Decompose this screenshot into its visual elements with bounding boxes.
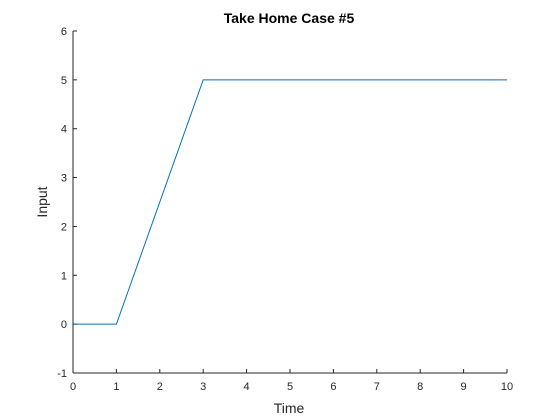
y-tick-label: -1: [57, 368, 67, 380]
x-tick-label: 2: [157, 381, 163, 393]
x-tick-label: 4: [244, 381, 250, 393]
x-axis-label: Time: [274, 400, 305, 416]
y-tick-label: 0: [61, 319, 67, 331]
x-tick-label: 1: [113, 381, 119, 393]
y-tick-label: 5: [61, 75, 67, 87]
y-tick-label: 1: [61, 270, 67, 282]
x-tick-label: 9: [461, 381, 467, 393]
x-tick-label: 7: [374, 381, 380, 393]
y-tick-label: 4: [61, 124, 67, 136]
y-tick-label: 6: [61, 26, 67, 38]
chart-title: Take Home Case #5: [224, 10, 355, 26]
y-tick-label: 3: [61, 173, 67, 185]
x-tick-label: 8: [417, 381, 423, 393]
x-tick-label: 0: [70, 381, 76, 393]
y-axis-label: Input: [34, 186, 50, 217]
series-line: [73, 79, 507, 325]
x-tick-label: 5: [287, 381, 293, 393]
y-tick-label: 2: [61, 221, 67, 233]
x-tick-label: 3: [200, 381, 206, 393]
y-ticks: -1 0 1 2 3 4 5 6: [57, 26, 77, 380]
series-layer: [73, 79, 507, 325]
x-tick-label: 10: [501, 381, 513, 393]
x-tick-label: 6: [330, 381, 336, 393]
